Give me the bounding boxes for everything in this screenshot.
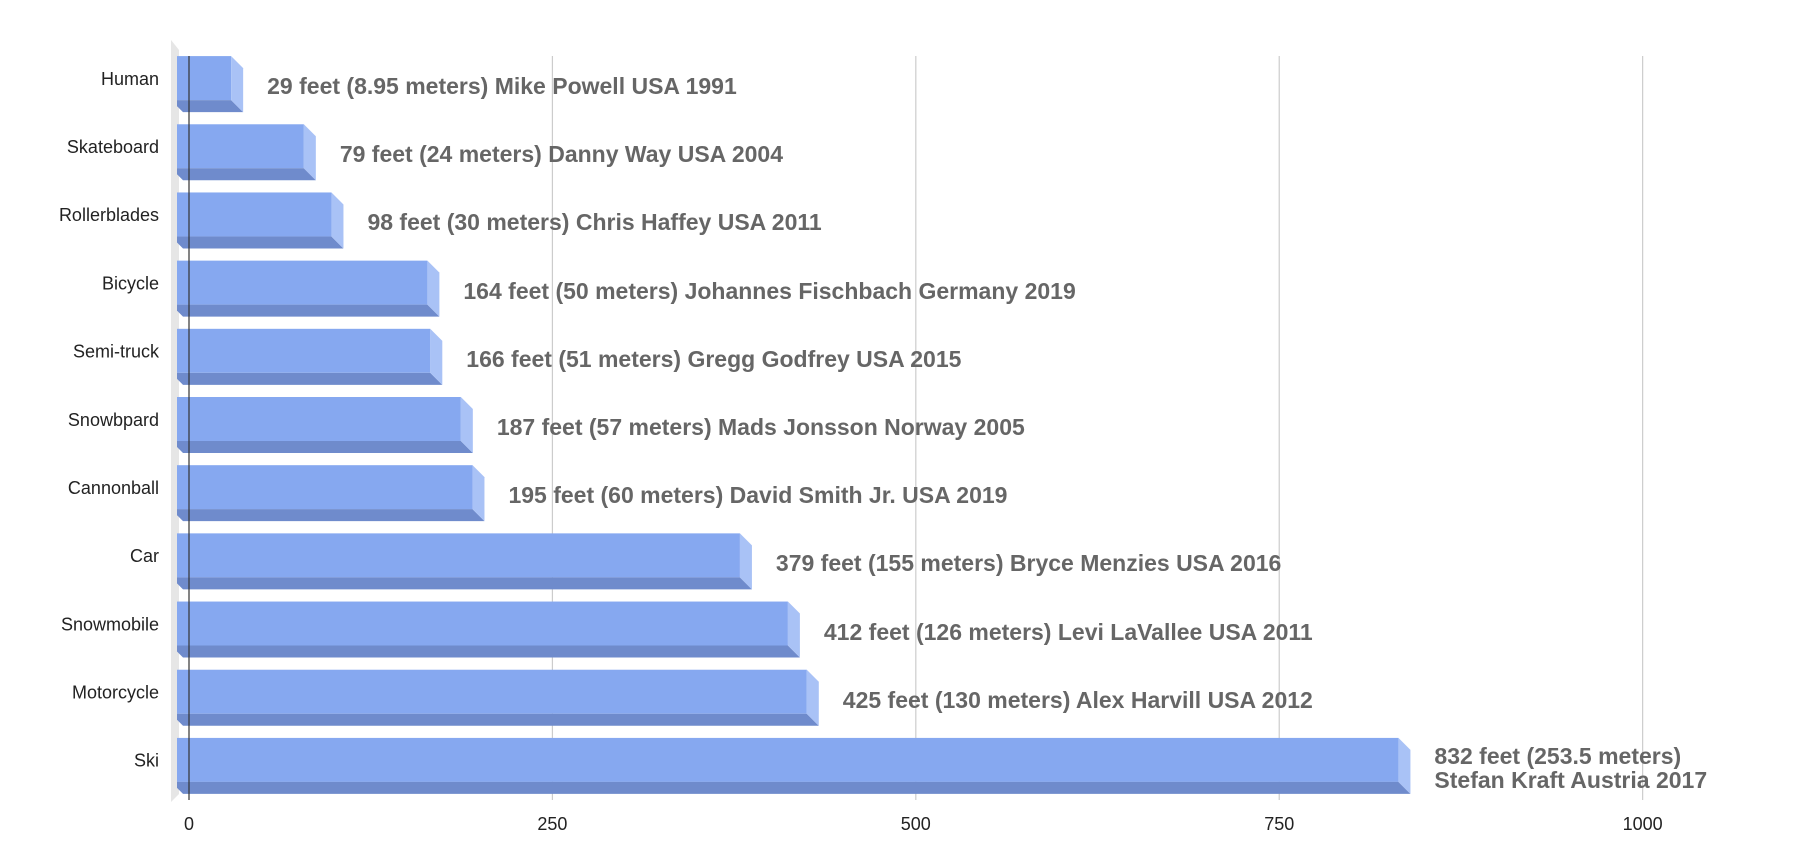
value-label: 832 feet (253.5 meters) Stefan Kraft Aus… [1434,742,1708,793]
bar [177,397,461,441]
value-label: 379 feet (155 meters) Bryce Menzies USA … [775,550,1282,577]
bar-bottom [177,100,244,113]
bar [177,737,1399,782]
category-label: Semi-truck [73,342,160,362]
bar-cap [806,669,819,726]
bar-cap [427,260,440,317]
bar [177,601,788,646]
bar-cap [472,465,485,522]
bar [177,533,740,578]
category-label: Snowmobile [61,614,159,634]
bar [177,192,332,237]
value-label: 425 feet (130 meters) Alex Harvill USA 2… [842,686,1313,713]
bar-bottom [177,168,316,181]
category-label: Cannonball [68,478,159,498]
category-label: Ski [134,751,159,771]
x-tick-label: 750 [1264,814,1294,834]
bar-bottom [177,781,1411,794]
x-tick-label: 0 [184,814,194,834]
value-label: 79 feet (24 meters) Danny Way USA 2004 [339,141,783,168]
bar [177,124,304,169]
bar-cap [460,397,473,453]
value-label: 164 feet (50 meters) Johannes Fischbach … [463,277,1076,304]
category-label: Human [101,69,159,89]
value-label: 187 feet (57 meters) Mads Jonsson Norway… [496,414,1025,440]
value-label: 29 feet (8.95 meters) Mike Powell USA 19… [267,73,737,100]
bar-cap [303,124,316,181]
category-label: Rollerblades [59,205,159,225]
bar-bottom [177,577,752,590]
bar-cap [331,192,344,249]
value-label: 166 feet (51 meters) Gregg Godfrey USA 2… [466,345,962,372]
value-label: 412 feet (126 meters) Levi LaVallee USA … [823,618,1313,645]
bar-cap [739,533,752,590]
bar [177,465,473,510]
category-label: Car [130,546,159,566]
bar-bottom [177,713,819,726]
bar [177,328,431,373]
bar-cap [787,601,800,658]
bar [177,260,428,305]
bar-bottom [177,441,473,453]
value-label: 195 feet (60 meters) David Smith Jr. USA… [508,482,1008,509]
x-tick-label: 1000 [1623,814,1663,834]
bar-cap [430,328,443,385]
category-label: Snowbpard [68,410,159,430]
bar-bottom [177,236,344,249]
bar-bottom [177,509,485,522]
bar [177,56,232,101]
bar-bottom [177,372,443,385]
bar-bottom [177,304,440,317]
value-label: 98 feet (30 meters) Chris Haffey USA 201… [367,209,822,236]
bar [177,669,807,714]
category-label: Bicycle [102,273,159,293]
bar-cap [231,56,244,113]
x-tick-label: 250 [537,814,567,834]
category-label: Motorcycle [72,682,159,702]
bar-bottom [177,645,800,658]
bar-cap [1398,737,1411,794]
category-label: Skateboard [67,137,159,157]
x-tick-label: 500 [901,814,931,834]
